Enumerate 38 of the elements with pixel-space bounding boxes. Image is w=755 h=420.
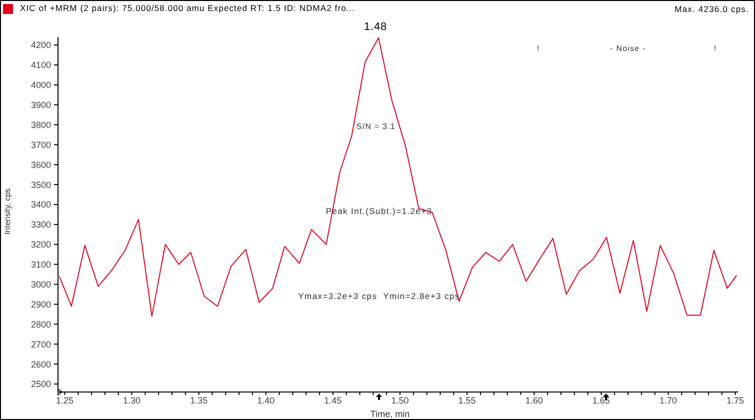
y-tick-label: 3500 <box>30 180 51 190</box>
y-tick-label: 3700 <box>30 140 51 150</box>
text: Max. 4236.0 cps. <box>674 4 749 14</box>
x-tick-label: 1.55 <box>458 395 476 406</box>
annotation: 1.48 <box>364 20 388 33</box>
annotation: ! <box>714 44 716 53</box>
x-tick-label: 1.25 <box>56 395 74 406</box>
y-tick-label: 3900 <box>30 100 51 110</box>
x-tick-label: 1.40 <box>257 395 275 406</box>
x-tick-label: 1.45 <box>324 395 342 406</box>
y-tick-label: 2600 <box>30 359 51 370</box>
y-tick-label: 3800 <box>30 120 51 130</box>
y-tick-label: 4100 <box>30 60 51 70</box>
y-tick-label: 3200 <box>30 240 51 250</box>
x-tick-label: 1.50 <box>391 395 409 406</box>
y-tick-label: 2700 <box>30 339 51 350</box>
annotation: S/N = 3.1 <box>356 122 396 131</box>
y-tick-label: 4000 <box>30 80 51 90</box>
x-axis-title: Time, min <box>370 409 410 419</box>
y-tick-label: 3300 <box>30 220 51 230</box>
y-tick-label: 2500 <box>30 379 51 390</box>
line-series <box>58 37 738 317</box>
y-tick-label: 3400 <box>30 200 51 210</box>
y-tick-label: 3600 <box>30 160 51 170</box>
annotation: - Noise - <box>610 44 646 53</box>
annotation: ! <box>536 44 540 53</box>
legend-label: XIC of +MRM (2 pairs): 75.000/58.000 amu Expected RT: 1.5 ID: NDMA2 fro... <box>20 3 356 13</box>
y-axis-title: Intensity, cps <box>2 188 12 235</box>
y-tick-label: 3100 <box>30 260 51 270</box>
y-tick-label: 3000 <box>30 280 51 290</box>
x-tick-label: 1.60 <box>525 395 543 406</box>
x-tick-label: 1.70 <box>659 395 678 406</box>
x-tick-label: 1.75 <box>726 395 744 406</box>
y-tick-label: 2900 <box>30 299 51 310</box>
x-tick-label: 1.30 <box>123 395 141 406</box>
x-tick-label: 1.35 <box>190 395 208 406</box>
y-tick-label: 4200 <box>30 40 51 50</box>
y-tick-label: 2800 <box>30 319 51 330</box>
